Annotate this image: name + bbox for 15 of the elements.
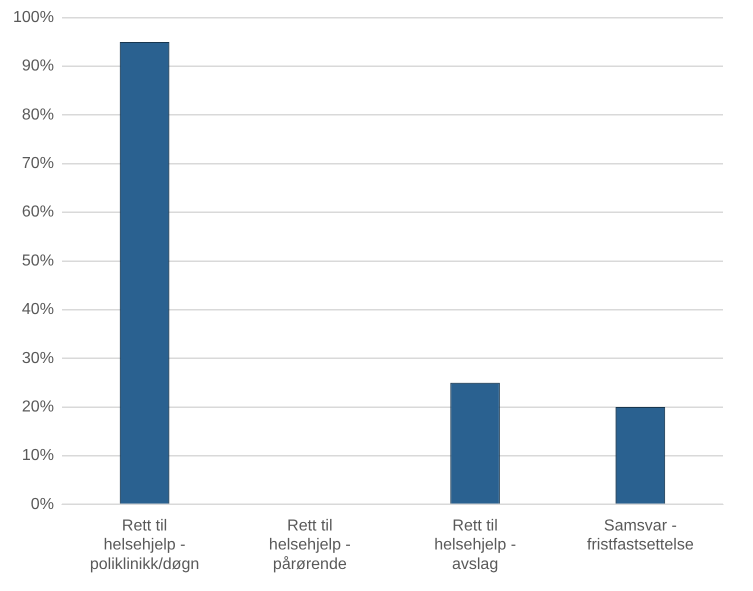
x-tick-label: Rett til helsehjelp - poliklinikk/døgn — [90, 517, 200, 573]
y-tick-label: 40% — [22, 301, 54, 318]
y-tick-label: 0% — [30, 496, 54, 513]
y-tick-label: 30% — [22, 350, 54, 367]
y-tick-label: 100% — [13, 9, 54, 26]
y-tick-label: 70% — [22, 155, 54, 172]
y-tick-label: 90% — [22, 58, 54, 75]
y-tick-label: 80% — [22, 106, 54, 124]
x-tick-label: Rett til helsehjelp - avslag — [434, 517, 516, 573]
y-tick-label: 50% — [22, 252, 54, 270]
y-tick-label: 10% — [22, 447, 54, 464]
x-tick-label: Rett til helsehjelp - pårørende — [268, 517, 351, 573]
x-tick-label: Samsvar - fristfastsettelse — [587, 517, 694, 554]
y-tick-label: 60% — [22, 204, 54, 221]
y-tick-label: 20% — [22, 398, 54, 416]
